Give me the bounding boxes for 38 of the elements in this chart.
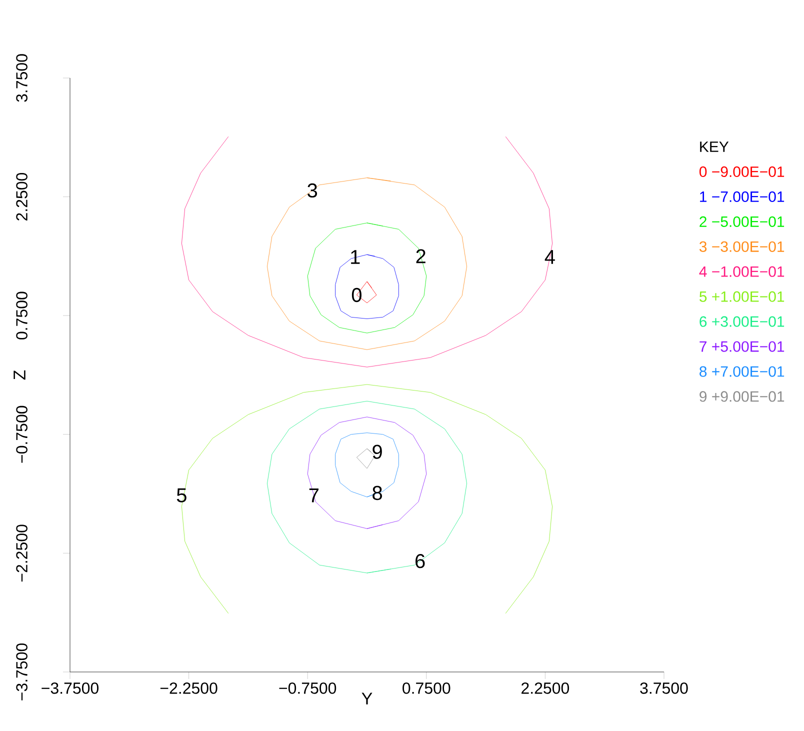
line-series [307, 222, 427, 334]
line-series [267, 178, 467, 350]
y-tick-label: 0.7500 [16, 292, 28, 340]
x-tick-label: 2.2500 [522, 682, 570, 694]
text: 2 −5.00E−01 [700, 216, 784, 227]
annotation: 7 [309, 488, 318, 502]
text: 6 +3.00E−01 [700, 316, 784, 327]
y-tick-label: 3.7500 [16, 54, 28, 102]
x-axis-title: Y [362, 692, 372, 704]
x-tick-label: 3.7500 [640, 682, 688, 694]
text: 8 +7.00E−01 [700, 366, 784, 377]
text: 0 −9.00E−01 [699, 166, 784, 178]
annotation: 9 [372, 444, 382, 459]
legend-title: KEY [700, 142, 729, 152]
x-tick-label: −0.7500 [279, 682, 336, 694]
y-tick-label: −0.7500 [16, 406, 28, 463]
x-tick-label: −3.7500 [42, 682, 99, 694]
text: 4 −1.00E−01 [699, 266, 784, 277]
annotation: 4 [544, 250, 555, 264]
annotation: 6 [416, 554, 425, 568]
text: 7 +5.00E−01 [700, 341, 784, 352]
y-tick-label: 2.2500 [16, 172, 28, 220]
text: 9 +9.00E−01 [700, 391, 784, 402]
annotation: 0 [352, 288, 362, 302]
text: 5 +1.00E−01 [699, 291, 784, 302]
x-tick-label: 0.7500 [402, 682, 450, 694]
annotation: 3 [308, 183, 318, 198]
annotation: 2 [416, 249, 426, 264]
line-series [267, 400, 467, 574]
y-axis-title: Z [14, 370, 26, 380]
x-tick-label: −2.2500 [160, 682, 218, 694]
text: 1 −7.00E−01 [700, 191, 784, 202]
annotation: 5 [176, 488, 186, 502]
line-series [181, 136, 553, 368]
text: 3 −3.00E−01 [699, 241, 784, 252]
line-series [307, 416, 427, 529]
y-tick-label: −2.2500 [16, 524, 28, 582]
annotation: 1 [351, 250, 360, 264]
